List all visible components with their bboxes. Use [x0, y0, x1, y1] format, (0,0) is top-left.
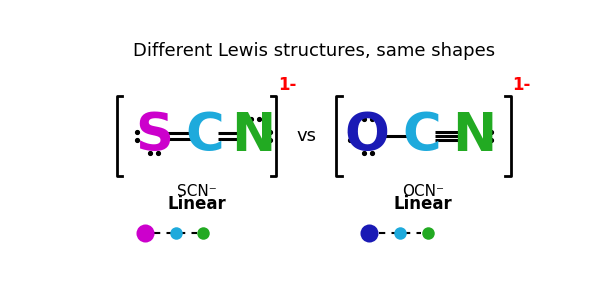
Text: Different Lewis structures, same shapes: Different Lewis structures, same shapes [133, 42, 494, 60]
Text: OCN⁻: OCN⁻ [402, 184, 444, 198]
Text: N: N [231, 110, 275, 162]
Text: N: N [452, 110, 496, 162]
Text: 1-: 1- [278, 76, 296, 94]
Text: S: S [135, 110, 173, 162]
Text: vs: vs [297, 127, 316, 145]
Text: SCN⁻: SCN⁻ [177, 184, 217, 198]
Text: 1-: 1- [512, 76, 531, 94]
Text: Linear: Linear [167, 195, 226, 213]
Text: C: C [185, 110, 224, 162]
Text: O: O [345, 110, 390, 162]
Text: C: C [402, 110, 441, 162]
Text: Linear: Linear [394, 195, 453, 213]
